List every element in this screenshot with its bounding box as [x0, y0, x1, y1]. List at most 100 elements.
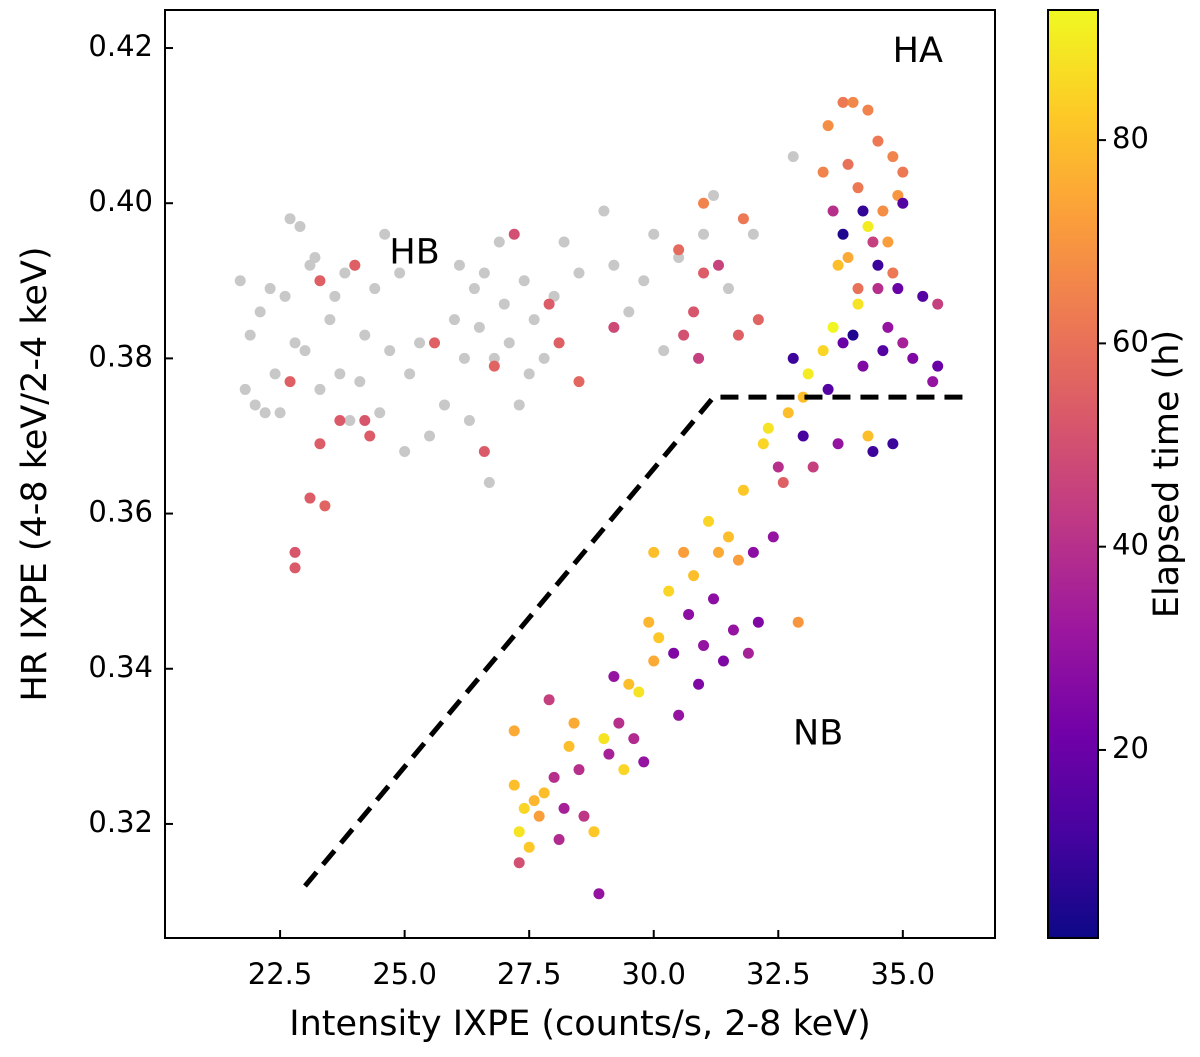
point — [568, 717, 580, 729]
point — [249, 399, 261, 411]
point — [917, 290, 929, 302]
point — [747, 546, 759, 558]
y-tick-label: 0.32 — [88, 805, 153, 839]
point — [528, 314, 540, 326]
point — [488, 352, 500, 364]
point — [817, 345, 829, 357]
point — [618, 764, 630, 776]
point — [269, 368, 281, 380]
point — [493, 236, 505, 248]
point — [862, 104, 874, 116]
point — [628, 733, 640, 745]
point — [453, 259, 465, 271]
point — [897, 166, 909, 178]
point — [787, 151, 799, 163]
point — [543, 298, 555, 310]
point — [523, 368, 535, 380]
point — [927, 376, 939, 388]
point — [668, 647, 680, 659]
point — [314, 438, 326, 450]
point — [488, 360, 500, 372]
point — [638, 275, 650, 287]
point — [708, 593, 720, 605]
point — [807, 461, 819, 473]
point — [827, 321, 839, 333]
plot-frame — [164, 9, 996, 939]
point — [523, 841, 535, 853]
point — [842, 158, 854, 170]
point — [473, 321, 485, 333]
x-axis-label: Intensity IXPE (counts/s, 2-8 keV) — [289, 1004, 870, 1044]
point — [663, 585, 675, 597]
point — [837, 337, 849, 349]
plot-area — [234, 96, 944, 900]
point — [698, 228, 710, 240]
point — [722, 283, 734, 295]
point — [712, 259, 724, 271]
colorbar-tick-label: 40 — [1112, 528, 1149, 562]
point — [867, 445, 879, 457]
point — [578, 810, 590, 822]
point — [717, 655, 729, 667]
point — [872, 135, 884, 147]
point — [429, 337, 441, 349]
point — [518, 802, 530, 814]
colorbar — [1047, 9, 1099, 939]
point — [553, 833, 565, 845]
point — [314, 383, 326, 395]
point — [852, 298, 864, 310]
point — [553, 337, 565, 349]
point — [404, 368, 416, 380]
point — [727, 624, 739, 636]
point — [932, 360, 944, 372]
annotation: NB — [793, 714, 843, 754]
point — [698, 267, 710, 279]
point — [314, 275, 326, 287]
point — [608, 259, 620, 271]
point — [438, 399, 450, 411]
point — [573, 267, 585, 279]
point — [757, 438, 769, 450]
point — [593, 888, 605, 900]
point — [518, 275, 530, 287]
point — [932, 298, 944, 310]
point — [299, 345, 311, 357]
point — [673, 252, 685, 264]
point — [274, 407, 286, 419]
point — [688, 306, 700, 318]
point — [284, 376, 296, 388]
x-tick-label: 30.0 — [621, 957, 686, 991]
point — [797, 391, 809, 403]
point — [478, 267, 490, 279]
point — [837, 96, 849, 108]
point — [508, 228, 520, 240]
point — [613, 717, 625, 729]
point — [643, 616, 655, 628]
point — [862, 220, 874, 232]
point — [673, 709, 685, 721]
point — [254, 306, 266, 318]
colorbar-label: Elapsed time (h) — [1147, 330, 1187, 618]
point — [239, 383, 251, 395]
point — [777, 477, 789, 489]
point — [742, 647, 754, 659]
point — [324, 314, 336, 326]
point — [508, 779, 520, 791]
point — [344, 414, 356, 426]
point — [897, 337, 909, 349]
point — [887, 267, 899, 279]
point — [633, 686, 645, 698]
point — [234, 275, 246, 287]
colorbar-tick-label: 60 — [1112, 324, 1149, 358]
point — [334, 368, 346, 380]
point — [747, 228, 759, 240]
point — [732, 554, 744, 566]
point — [847, 329, 859, 341]
point — [359, 414, 371, 426]
point — [468, 283, 480, 295]
point — [822, 120, 834, 132]
point — [887, 438, 899, 450]
boundary-line — [303, 394, 963, 888]
point — [623, 678, 635, 690]
point — [832, 438, 844, 450]
